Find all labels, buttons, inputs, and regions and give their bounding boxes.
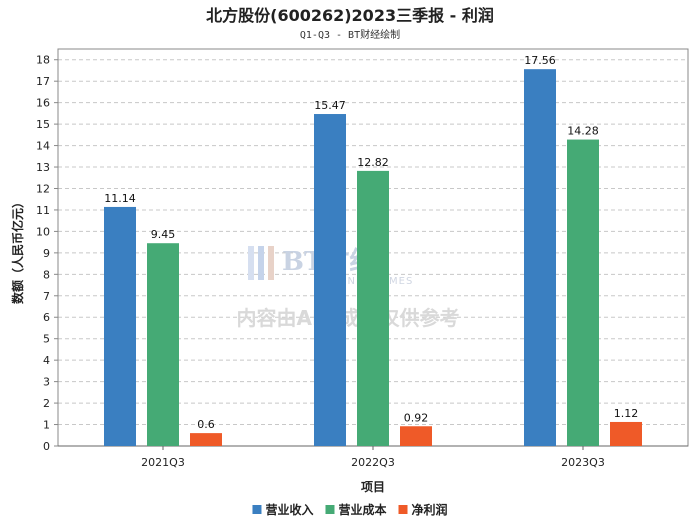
- x-tick-label: 2023Q3: [561, 456, 605, 469]
- watermark-logo-bar-3: [268, 246, 274, 280]
- watermark-note: 内容由AI生成，仅供参考: [237, 306, 460, 330]
- chart-title: 北方股份(600262)2023三季报 - 利润: [206, 6, 494, 25]
- chart-subtitle: Q1-Q3 - BT财经绘制: [300, 28, 400, 41]
- bar: [524, 69, 556, 447]
- bar: [190, 433, 222, 446]
- x-axis-title: 项目: [361, 480, 385, 494]
- bar: [357, 170, 389, 447]
- watermark-logo-bar-1: [248, 246, 254, 280]
- y-tick-label: 2: [43, 397, 50, 410]
- y-tick-label: 12: [36, 182, 50, 195]
- data-label: 0.6: [197, 418, 215, 431]
- legend-label: 营业成本: [338, 502, 386, 517]
- data-label: 17.56: [524, 54, 556, 67]
- data-label: 12.82: [357, 156, 389, 169]
- bar: [610, 421, 642, 446]
- data-label: 1.12: [614, 407, 639, 420]
- y-tick-label: 17: [36, 75, 50, 88]
- legend-swatch: [325, 505, 335, 514]
- y-tick-label: 18: [36, 54, 50, 67]
- data-label: 0.92: [404, 411, 429, 424]
- data-label: 14.28: [567, 125, 599, 138]
- data-labels: 11.14 9.45 0.6 15.47 12.82 0.92 17.56 14.28 1.12: [104, 54, 638, 431]
- legend-swatch: [398, 505, 408, 514]
- bar: [104, 206, 136, 446]
- data-label: 11.14: [104, 192, 136, 205]
- y-tick-label: 13: [36, 161, 50, 174]
- y-axis-title: 数额（人民币亿元）: [10, 196, 25, 304]
- legend-label: 净利润: [412, 502, 448, 517]
- y-tick-label: 10: [36, 225, 50, 238]
- y-tick-label: 0: [43, 440, 50, 453]
- legend-label: 营业收入: [265, 502, 313, 517]
- y-tick-label: 11: [36, 204, 50, 217]
- watermark: BT财经 BUSINESSTIMES 内容由AI生成，仅供参考: [237, 246, 460, 330]
- watermark-logo-bar-2: [258, 246, 264, 280]
- bar: [147, 243, 179, 446]
- x-tick-label: 2022Q3: [351, 456, 395, 469]
- y-tick-label: 16: [36, 97, 50, 110]
- legend-swatch: [252, 505, 262, 514]
- y-tick-label: 9: [43, 247, 50, 260]
- y-tick-label: 7: [43, 290, 50, 303]
- y-tick-label: 4: [43, 354, 50, 367]
- legend: 营业收入 营业成本 净利润: [252, 502, 448, 517]
- y-tick-label: 5: [43, 333, 50, 346]
- y-tick-label: 3: [43, 376, 50, 389]
- bar: [567, 139, 599, 447]
- data-label: 15.47: [314, 99, 346, 112]
- y-tick-label: 15: [36, 118, 50, 131]
- bar: [314, 114, 346, 447]
- y-tick-label: 8: [43, 268, 50, 281]
- data-label: 9.45: [151, 228, 176, 241]
- y-tick-label: 6: [43, 311, 50, 324]
- bars: [104, 69, 642, 447]
- bar: [400, 426, 432, 446]
- y-tick-label: 1: [43, 419, 50, 432]
- y-tick-label: 14: [36, 140, 50, 153]
- x-tick-label: 2021Q3: [141, 456, 185, 469]
